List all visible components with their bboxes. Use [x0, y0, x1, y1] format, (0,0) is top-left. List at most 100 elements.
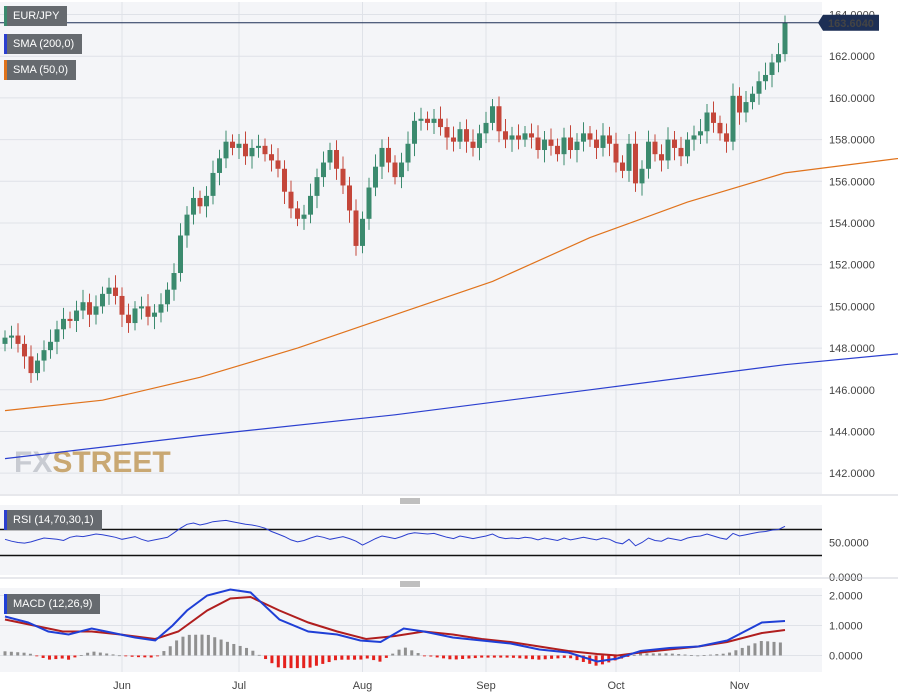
- macd-signal-line: [4, 595, 786, 657]
- candle: [711, 101, 716, 133]
- macd-histogram-bar: [365, 655, 369, 659]
- macd-histogram-bar: [327, 655, 331, 663]
- candle-body: [750, 93, 755, 103]
- candle: [691, 125, 697, 151]
- candle: [184, 206, 190, 248]
- macd-histogram-bar: [47, 655, 51, 660]
- candle-body: [782, 22, 788, 55]
- macd-histogram-bar: [206, 634, 210, 656]
- macd-histogram-bar: [92, 651, 96, 656]
- macd-histogram-bar: [486, 655, 490, 658]
- candle-body: [191, 197, 196, 215]
- candle-body: [321, 162, 326, 178]
- candle: [548, 128, 554, 156]
- legend-sma50[interactable]: SMA (50,0): [4, 60, 77, 80]
- candle: [522, 126, 528, 147]
- macd-histogram-bar: [531, 655, 535, 660]
- candle: [171, 263, 177, 301]
- macd-histogram-bar: [54, 655, 58, 660]
- candle-body: [210, 172, 216, 196]
- macd-histogram-bar: [715, 654, 719, 656]
- candle: [509, 126, 515, 152]
- candle-body: [776, 54, 781, 63]
- macd-histogram-bar: [9, 651, 13, 656]
- candle: [275, 148, 281, 178]
- macd-histogram-bar: [391, 653, 395, 656]
- macd-histogram-bar: [410, 650, 414, 656]
- candle-body: [470, 141, 476, 148]
- macd-histogram-bar: [518, 655, 522, 659]
- macd-histogram-bar: [778, 642, 782, 656]
- candle-body: [204, 195, 209, 207]
- macd-histogram-bar: [689, 654, 693, 656]
- macd-histogram-bar: [499, 655, 503, 658]
- candle-body: [646, 141, 651, 169]
- candle-body: [178, 235, 183, 274]
- candle-body: [691, 135, 697, 140]
- candle-body: [704, 112, 710, 132]
- candle: [379, 139, 385, 179]
- candle: [659, 144, 664, 172]
- candle: [243, 131, 248, 165]
- time-axis-label: Oct: [607, 680, 624, 692]
- candle-body: [2, 337, 8, 344]
- candle-body: [275, 160, 281, 169]
- macd-histogram-bar: [683, 654, 687, 656]
- macd-histogram-bar: [454, 655, 458, 660]
- candle: [93, 295, 99, 325]
- candle-body: [516, 135, 521, 140]
- macd-histogram-bar: [403, 647, 407, 656]
- legend-macd[interactable]: MACD (12,26,9): [4, 594, 101, 614]
- candle: [301, 204, 307, 230]
- candle-body: [48, 341, 53, 351]
- candle-body: [22, 343, 27, 357]
- macd-histogram-bar: [22, 652, 26, 656]
- candle: [483, 111, 489, 144]
- candle-body: [119, 295, 125, 315]
- candle-body: [769, 62, 775, 75]
- candle: [613, 132, 619, 173]
- legend-symbol[interactable]: EUR/JPY: [4, 6, 68, 26]
- candle-body: [672, 139, 677, 148]
- macd-panel: 2.0000 1.0000 0.0000: [0, 588, 863, 672]
- macd-histogram-bar: [550, 655, 554, 659]
- macd-histogram-bar: [740, 647, 744, 656]
- candle: [750, 86, 755, 110]
- candle-body: [665, 139, 671, 161]
- candle-body: [347, 185, 352, 211]
- rsi-line: [4, 519, 786, 547]
- macd-histogram-bar: [384, 655, 388, 658]
- candle-body: [373, 166, 378, 188]
- legend-sma200[interactable]: SMA (200,0): [4, 34, 83, 54]
- legend-rsi[interactable]: RSI (14,70,30,1): [4, 510, 102, 530]
- candle: [314, 168, 320, 209]
- candle-body: [438, 118, 443, 128]
- candle-body: [613, 143, 619, 163]
- candle: [373, 154, 378, 197]
- macd-axis-label: 0.0000: [829, 651, 863, 663]
- candle: [295, 201, 300, 227]
- candle: [282, 160, 287, 205]
- candle: [366, 177, 372, 230]
- candle-body: [503, 131, 508, 140]
- macd-histogram-bar: [473, 655, 477, 659]
- candle-body: [262, 145, 268, 155]
- candle-body: [568, 137, 573, 151]
- macd-histogram-bar: [645, 653, 649, 656]
- macd-histogram-bar: [429, 655, 433, 657]
- macd-histogram-bar: [677, 654, 681, 656]
- candle: [106, 277, 112, 305]
- macd-histogram-bar: [86, 652, 90, 656]
- macd-histogram-bar: [98, 652, 102, 656]
- macd-histogram-bar: [467, 655, 471, 659]
- candle: [100, 286, 105, 314]
- candle: [132, 301, 138, 331]
- candle: [308, 183, 313, 224]
- candle-body: [340, 168, 346, 186]
- candle-body: [730, 95, 736, 142]
- macd-histogram-bar: [422, 655, 426, 657]
- macd-histogram-bar: [448, 655, 452, 660]
- candle: [626, 133, 632, 182]
- candle-body: [490, 106, 495, 123]
